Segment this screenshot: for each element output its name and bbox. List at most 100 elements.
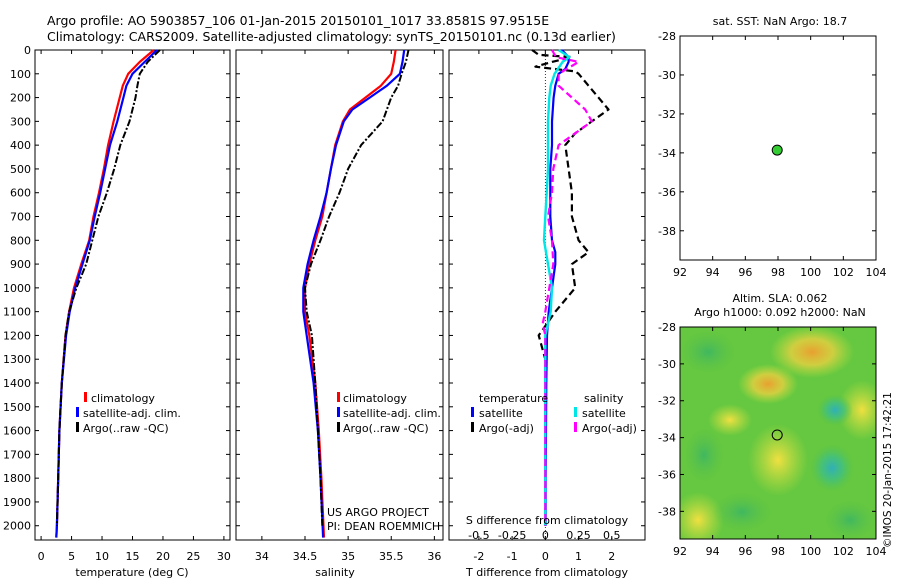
t-difference-xlabel: T difference from climatology [465, 566, 628, 579]
series-line-satellite-adj-clim- [55, 49, 158, 538]
x-tick-label: 25 [186, 550, 200, 563]
map-y-tick-label: -38 [658, 505, 676, 518]
x-tick-label: 10 [95, 550, 109, 563]
depth-tick-label: 1300 [3, 353, 31, 366]
x-tick-label: 1 [575, 550, 582, 563]
sla-low-blob [684, 427, 724, 483]
s-tick-label: 0.5 [603, 529, 621, 542]
x-tick-label: 35.5 [379, 550, 404, 563]
sla-high-blob [748, 424, 808, 496]
legend-swatch-t-argo [471, 422, 474, 432]
temperature-x-ticks: 0 5 10 15 20 25 30 [38, 50, 231, 563]
depth-tick-label: 400 [10, 139, 31, 152]
map-x-tick-label: 102 [833, 545, 854, 558]
depth-tick-label: 1500 [3, 401, 31, 414]
x-tick-label: 20 [156, 550, 170, 563]
depth-tick-label: 300 [10, 115, 31, 128]
map-x-tick-label: 98 [771, 545, 785, 558]
temperature-legend: climatology satellite-adj. clim. Argo(..… [76, 392, 181, 435]
salinity-lines [302, 49, 410, 538]
temperature-xlabel: temperature (deg C) [75, 566, 188, 579]
difference-x-ticks: -2 -1 0 1 2 -0.5 -0.25 0 0.25 0.5 [468, 50, 621, 563]
header-line1: Argo profile: AO 5903857_106 01-Jan-2015… [47, 13, 549, 28]
series-line-climatology [55, 49, 155, 538]
legend-swatch-satellite [76, 407, 79, 417]
legend-label: satellite [479, 407, 523, 420]
difference-depth-ticks [449, 49, 645, 527]
x-tick-label: 15 [126, 550, 140, 563]
s-tick-label: 0 [542, 529, 549, 542]
sla-high-blob [838, 380, 876, 440]
sla-low-blob [824, 500, 876, 539]
x-tick-label: 5 [68, 550, 75, 563]
map-y-tick-label: -32 [658, 108, 676, 121]
series-line-salinity-satellite [542, 49, 571, 526]
map-y-tick-label: -34 [658, 432, 676, 445]
argo-location-marker [771, 429, 783, 441]
salinity-axes-box [235, 49, 444, 541]
map-y-tick-label: -34 [658, 147, 676, 160]
x-tick-label: 0 [38, 550, 45, 563]
map-y-tick-label: -38 [658, 225, 676, 238]
depth-tick-label: 100 [10, 68, 31, 81]
legend-swatch-satellite [337, 407, 340, 417]
legend-swatch-climatology [84, 392, 87, 402]
legend-title-temperature: temperature [479, 392, 548, 405]
sla-high-blob [708, 404, 752, 436]
sla-low-blob [817, 394, 853, 426]
copyright-stamp: ©IMOS 20-Jan-2015 17:42:21 [882, 392, 894, 548]
sst-map-points [771, 144, 783, 156]
depth-tick-label: 600 [10, 187, 31, 200]
x-tick-label: 36 [427, 550, 441, 563]
s-difference-xlabel: S difference from climatology [466, 514, 629, 527]
depth-tick-label: 1200 [3, 329, 31, 342]
legend-swatch-argo [337, 422, 340, 432]
sst-map-ticks: 92 94 96 98 100 102 104 -28 -30 -32 -34 -36 -38 [658, 30, 886, 279]
s-tick-label: -0.5 [468, 529, 489, 542]
header-line2: Climatology: CARS2009. Satellite-adjuste… [47, 29, 616, 44]
map-x-tick-label: 102 [833, 266, 854, 279]
map-y-tick-label: -36 [658, 186, 676, 199]
depth-tick-label: 1900 [3, 496, 31, 509]
map-x-tick-label: 96 [738, 266, 752, 279]
map-x-tick-label: 92 [673, 266, 687, 279]
legend-swatch-climatology [337, 392, 340, 402]
depth-tick-label: 0 [24, 44, 31, 57]
sla-map-panel: Altim. SLA: 0.062 Argo h1000: 0.092 h200… [658, 292, 894, 558]
difference-panel: -2 -1 0 1 2 -0.5 -0.25 0 0.25 0.5 T difference fr… [448, 49, 646, 579]
depth-tick-label: 2000 [3, 520, 31, 533]
x-tick-label: 2 [608, 550, 615, 563]
legend-label: satellite [582, 407, 626, 420]
difference-lines [531, 49, 610, 540]
map-y-tick-label: -30 [658, 358, 676, 371]
x-tick-label: 34.5 [293, 550, 318, 563]
map-x-tick-label: 98 [771, 266, 785, 279]
temperature-lines [55, 49, 161, 538]
difference-axes-box [448, 49, 646, 541]
s-tick-label: 0.25 [566, 529, 591, 542]
salinity-depth-ticks [236, 49, 443, 527]
sla-map-ticks: 92 94 96 98 100 102 104 -28 -30 -32 -34 -36 -38 [658, 321, 886, 558]
map-y-tick-label: -32 [658, 395, 676, 408]
x-tick-label: 34 [255, 550, 269, 563]
sla-map-subtitle: Argo h1000: 0.092 h2000: NaN [694, 306, 866, 319]
x-tick-label: -2 [473, 550, 484, 563]
series-line-argo-raw-qc- [304, 49, 410, 526]
sla-map-title: Altim. SLA: 0.062 [732, 292, 827, 305]
map-x-tick-label: 100 [800, 266, 821, 279]
depth-tick-label: 200 [10, 92, 31, 105]
map-y-tick-label: -30 [658, 69, 676, 82]
sla-high-blob [738, 364, 798, 404]
temperature-panel: 0100200300400500600700800900100011001200… [3, 44, 231, 579]
legend-label: satellite-adj. clim. [343, 407, 441, 420]
x-tick-label: 0 [542, 550, 549, 563]
sla-high-blob [680, 492, 724, 539]
depth-tick-label: 1800 [3, 472, 31, 485]
series-line-climatology [303, 49, 397, 538]
legend-swatch-s-argo [574, 422, 577, 432]
depth-ticks: 0 100 200 300 400 500 600 700 800 900 1000 1100 1200… [3, 44, 230, 533]
depth-tick-label: 500 [10, 163, 31, 176]
s-tick-label: -0.25 [498, 529, 526, 542]
legend-label: satellite-adj. clim. [83, 407, 181, 420]
